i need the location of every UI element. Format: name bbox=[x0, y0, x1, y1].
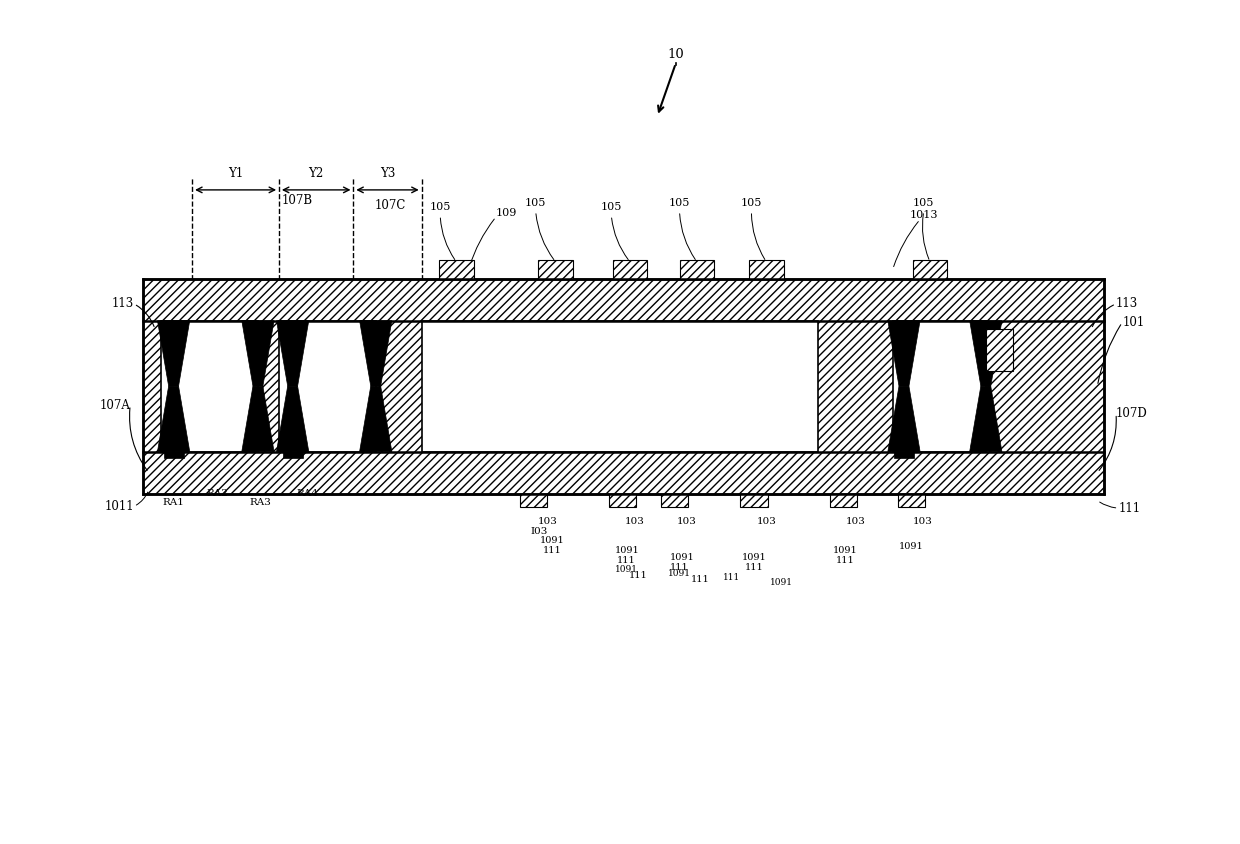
Text: 103: 103 bbox=[677, 517, 697, 526]
Text: 111: 111 bbox=[744, 563, 764, 571]
Bar bbox=[439, 260, 474, 279]
Text: 111: 111 bbox=[691, 576, 711, 584]
Polygon shape bbox=[242, 387, 274, 452]
Text: RA3: RA3 bbox=[249, 498, 272, 506]
Text: 1091: 1091 bbox=[742, 553, 766, 561]
Text: 1091: 1091 bbox=[833, 546, 858, 555]
Text: 111: 111 bbox=[670, 563, 689, 571]
Bar bbox=[680, 260, 714, 279]
Bar bbox=[161, 321, 258, 452]
Text: 1013: 1013 bbox=[910, 210, 937, 220]
Bar bbox=[143, 279, 1104, 494]
Text: 105: 105 bbox=[525, 197, 547, 208]
Bar bbox=[422, 321, 818, 452]
Polygon shape bbox=[888, 387, 920, 452]
Bar bbox=[283, 452, 303, 458]
Bar bbox=[740, 494, 768, 507]
Bar bbox=[661, 494, 688, 507]
Text: 107D: 107D bbox=[1116, 407, 1148, 420]
Text: 109: 109 bbox=[495, 208, 517, 218]
Text: 1091: 1091 bbox=[670, 553, 694, 561]
Polygon shape bbox=[242, 321, 274, 387]
Bar bbox=[986, 329, 1013, 371]
Text: 111: 111 bbox=[836, 556, 856, 565]
Bar bbox=[279, 321, 376, 452]
Text: Y3: Y3 bbox=[381, 167, 396, 181]
Text: 1091: 1091 bbox=[668, 570, 691, 578]
Bar bbox=[898, 494, 925, 507]
Text: 105: 105 bbox=[668, 197, 691, 208]
Text: 10: 10 bbox=[667, 48, 684, 62]
Polygon shape bbox=[888, 321, 920, 387]
Text: 111: 111 bbox=[629, 571, 649, 580]
Text: RA1: RA1 bbox=[162, 498, 185, 506]
Text: I03: I03 bbox=[531, 528, 548, 536]
Text: 103: 103 bbox=[625, 517, 645, 526]
Polygon shape bbox=[970, 321, 1002, 387]
Text: 107B: 107B bbox=[281, 194, 314, 208]
Text: RA2: RA2 bbox=[206, 490, 228, 498]
Bar bbox=[164, 452, 184, 458]
Bar bbox=[749, 260, 784, 279]
Text: 1091: 1091 bbox=[615, 546, 640, 555]
Bar bbox=[613, 260, 647, 279]
Polygon shape bbox=[360, 387, 392, 452]
Text: 105: 105 bbox=[429, 202, 451, 212]
Text: 113: 113 bbox=[1116, 297, 1138, 311]
Text: 111: 111 bbox=[1118, 501, 1141, 515]
Polygon shape bbox=[360, 321, 392, 387]
Text: 1011: 1011 bbox=[104, 500, 134, 513]
Text: 1091: 1091 bbox=[539, 536, 564, 544]
Text: 103: 103 bbox=[913, 517, 932, 526]
Text: 103: 103 bbox=[846, 517, 866, 526]
Text: 1091: 1091 bbox=[615, 565, 637, 574]
Text: 101: 101 bbox=[1122, 316, 1145, 329]
Text: 111: 111 bbox=[723, 573, 740, 582]
Text: 105: 105 bbox=[600, 202, 622, 212]
Text: 103: 103 bbox=[538, 517, 558, 526]
Text: 105: 105 bbox=[740, 197, 763, 208]
Text: 111: 111 bbox=[542, 546, 562, 555]
Polygon shape bbox=[277, 387, 309, 452]
Text: 111: 111 bbox=[616, 556, 636, 565]
Text: 107A: 107A bbox=[99, 398, 130, 412]
Bar bbox=[894, 452, 914, 458]
Text: Y1: Y1 bbox=[228, 167, 243, 181]
Bar bbox=[830, 494, 857, 507]
Polygon shape bbox=[157, 321, 190, 387]
Polygon shape bbox=[277, 321, 309, 387]
Text: RA4: RA4 bbox=[296, 490, 319, 498]
Text: 1091: 1091 bbox=[899, 543, 924, 551]
Text: Y2: Y2 bbox=[309, 167, 324, 181]
Text: 105: 105 bbox=[913, 197, 935, 208]
Polygon shape bbox=[157, 387, 190, 452]
Bar bbox=[913, 260, 947, 279]
Polygon shape bbox=[970, 387, 1002, 452]
Bar bbox=[609, 494, 636, 507]
Text: 103: 103 bbox=[756, 517, 776, 526]
Text: 1091: 1091 bbox=[770, 578, 792, 587]
Text: 113: 113 bbox=[112, 297, 134, 311]
Bar bbox=[520, 494, 547, 507]
Text: 107C: 107C bbox=[374, 198, 407, 212]
Bar bbox=[893, 321, 986, 452]
Bar bbox=[538, 260, 573, 279]
